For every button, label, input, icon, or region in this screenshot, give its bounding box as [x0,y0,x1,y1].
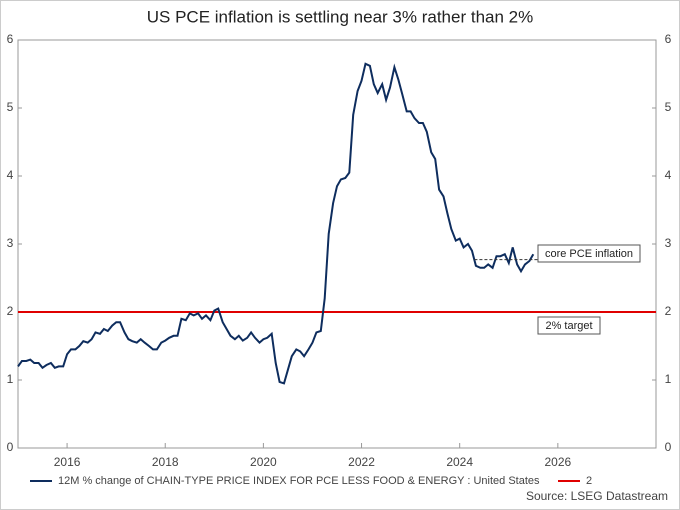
y-tick-label: 4 [7,168,14,182]
annotation-box [537,244,641,263]
x-tick-label: 2016 [54,455,81,469]
y2-tick-label: 6 [665,32,672,46]
y-tick-label: 5 [7,100,14,114]
chart-title: US PCE inflation is settling near 3% rat… [147,7,533,26]
y-tick-label: 2 [7,304,14,318]
y-tick-label: 6 [7,32,14,46]
y2-tick-label: 3 [665,236,672,250]
legend-label: 2 [586,475,592,487]
y2-tick-label: 1 [665,372,672,386]
y2-tick-label: 4 [665,168,672,182]
series-line [17,62,535,385]
x-tick-label: 2022 [348,455,375,469]
y-tick-label: 3 [7,236,14,250]
y-tick-label: 0 [7,440,14,454]
y2-tick-label: 2 [665,304,672,318]
x-tick-label: 2018 [152,455,179,469]
x-tick-label: 2024 [446,455,473,469]
y2-tick-label: 0 [665,440,672,454]
y-tick-label: 1 [7,372,14,386]
annotation-label: core PCE inflation [545,248,633,260]
annotation-label: 2% target [545,320,592,332]
y2-tick-label: 5 [665,100,672,114]
x-tick-label: 2026 [544,455,571,469]
annotation-box [537,316,601,335]
x-tick-label: 2020 [250,455,277,469]
source: Source: LSEG Datastream [526,489,668,503]
legend-label: 12M % change of CHAIN-TYPE PRICE INDEX F… [58,475,540,487]
